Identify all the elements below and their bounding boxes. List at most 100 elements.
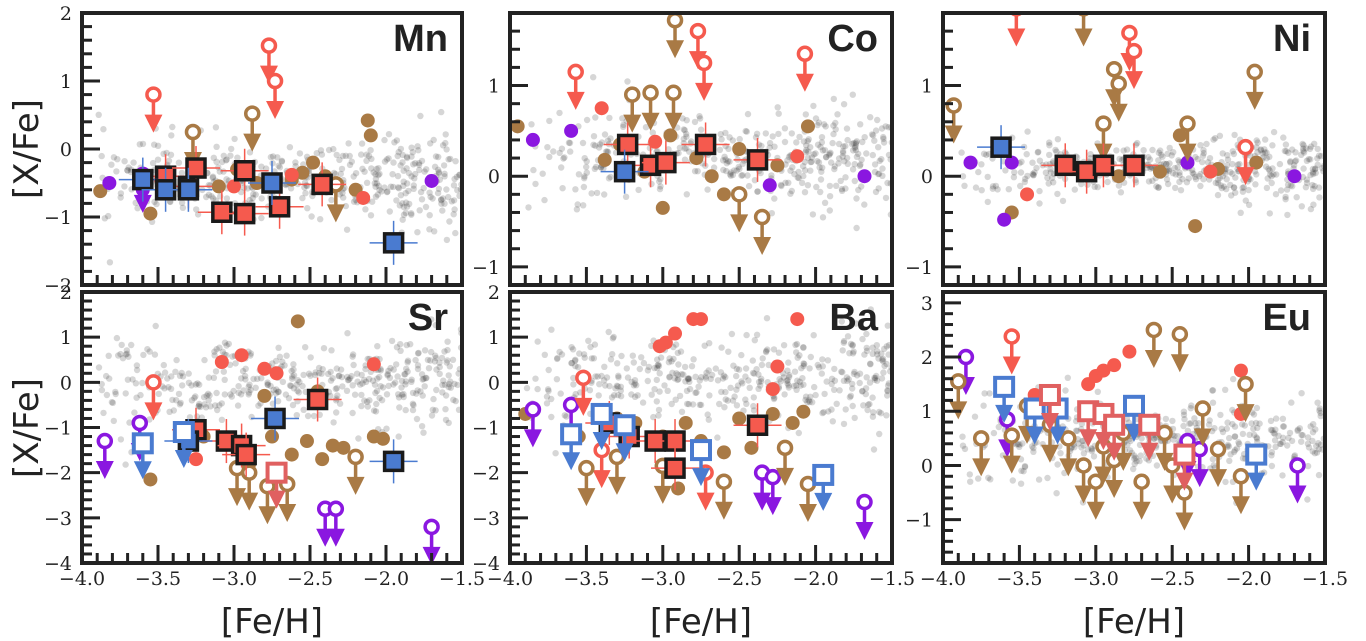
field-star-point	[442, 406, 449, 413]
field-star-point	[264, 381, 271, 388]
upper-limit-point	[144, 374, 163, 421]
field-star-point	[981, 390, 988, 397]
square-point	[603, 122, 652, 167]
field-star-point	[295, 389, 303, 396]
field-star-point	[1140, 147, 1147, 154]
field-star-point	[777, 181, 785, 189]
field-star-point	[353, 370, 361, 377]
field-star-point	[1187, 405, 1195, 412]
field-star-point	[593, 189, 601, 197]
field-star-point	[1245, 186, 1252, 194]
field-star-point	[178, 369, 185, 377]
field-star-point	[588, 355, 595, 362]
field-star-point	[560, 155, 567, 162]
data-point	[1172, 128, 1187, 143]
field-star-point	[541, 351, 548, 358]
field-star-point	[880, 133, 887, 141]
field-star-point	[1078, 444, 1085, 451]
data-point	[227, 179, 241, 194]
field-star-point	[574, 201, 581, 208]
field-star-point	[721, 153, 728, 160]
data-point	[315, 452, 330, 467]
field-star-point	[1256, 420, 1263, 427]
field-star-point	[164, 375, 171, 382]
field-star-point	[634, 392, 641, 399]
field-star-point	[219, 348, 226, 355]
field-star-point	[232, 360, 239, 367]
field-star-point	[815, 364, 823, 371]
field-star-point	[358, 391, 365, 399]
field-star-point	[349, 409, 356, 417]
field-star-point	[617, 383, 625, 390]
y-tick-label: −1	[44, 207, 72, 229]
field-star-point	[1044, 474, 1051, 482]
field-star-point	[192, 393, 199, 400]
field-star-point	[691, 168, 699, 175]
field-star-point	[556, 109, 563, 117]
field-star-point	[418, 157, 426, 165]
upper-limit-point	[795, 45, 814, 92]
field-star-point	[431, 358, 438, 365]
field-star-point	[570, 374, 577, 382]
field-star-point	[244, 185, 251, 192]
field-star-point	[1016, 441, 1023, 448]
data-point	[257, 388, 272, 403]
data-point	[211, 179, 226, 194]
field-star-point	[590, 141, 597, 148]
field-star-point	[387, 183, 395, 190]
field-star-point	[373, 180, 380, 187]
field-star-point	[984, 173, 991, 181]
field-star-point	[1033, 164, 1040, 172]
field-star-point	[1165, 167, 1173, 174]
field-star-point	[666, 355, 673, 362]
field-star-point	[1300, 147, 1307, 155]
field-star-point	[872, 127, 880, 134]
field-star-point	[103, 391, 111, 399]
field-star-point	[1307, 143, 1315, 150]
field-star-point	[1163, 160, 1170, 168]
field-star-point	[1310, 421, 1317, 428]
field-star-point	[1090, 453, 1098, 460]
field-star-point	[1131, 452, 1138, 459]
field-star-point	[655, 361, 662, 368]
field-star-point	[656, 370, 663, 377]
field-star-point	[312, 369, 319, 376]
square-point	[977, 125, 1026, 170]
field-star-point	[1005, 186, 1012, 193]
field-star-point	[702, 373, 709, 380]
field-star-point	[304, 412, 312, 420]
field-star-point	[1019, 440, 1026, 447]
field-star-point	[420, 184, 427, 192]
field-star-point	[440, 377, 447, 384]
data-point	[290, 314, 305, 329]
field-star-point	[843, 374, 851, 381]
field-star-point	[857, 121, 864, 128]
field-star-point	[218, 400, 225, 407]
field-star-point	[876, 157, 883, 165]
field-star-point	[675, 361, 682, 368]
upper-limit-point	[144, 86, 163, 133]
field-star-point	[330, 145, 337, 153]
field-star-point	[771, 143, 778, 150]
field-star-point	[830, 122, 837, 129]
field-star-point	[258, 163, 265, 170]
field-star-point	[1153, 183, 1160, 190]
field-star-point	[300, 406, 307, 413]
field-star-point	[209, 174, 216, 181]
field-star-point	[160, 361, 167, 369]
field-star-point	[402, 406, 409, 414]
upper-limit-point	[763, 468, 782, 516]
field-star-point	[289, 373, 296, 380]
field-star-point	[438, 108, 445, 116]
field-star-point	[1047, 169, 1055, 176]
field-star-point	[1268, 452, 1275, 459]
x-tick-label: −1.5	[439, 568, 485, 590]
field-star-point	[781, 138, 789, 146]
series-brown-upper-limit	[623, 13, 772, 255]
field-star-point	[1180, 422, 1187, 430]
field-star-point	[1035, 148, 1042, 156]
field-star-point	[332, 385, 339, 393]
field-star-point	[638, 354, 645, 361]
field-star-point	[207, 403, 214, 410]
field-star-point	[866, 379, 874, 386]
